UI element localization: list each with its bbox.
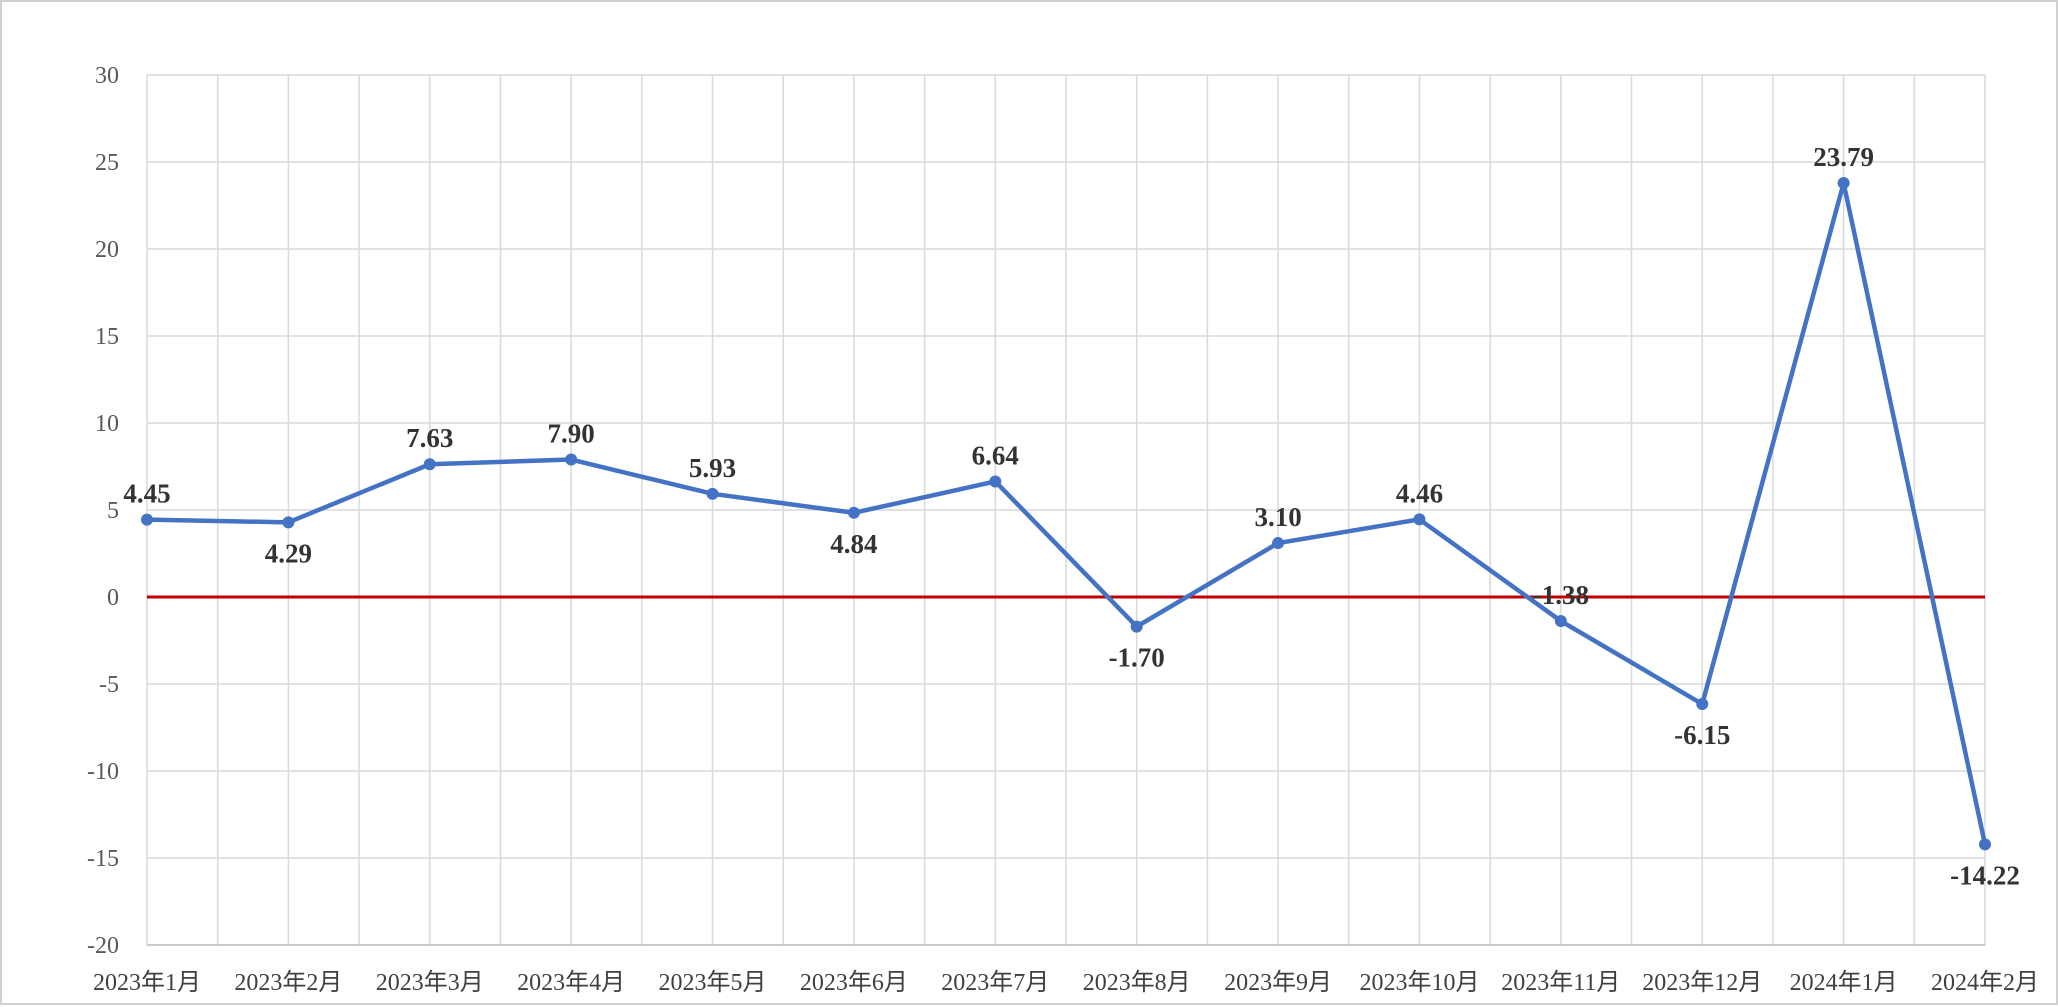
- data-label: 7.90: [548, 419, 595, 449]
- y-tick-label: 15: [95, 324, 119, 350]
- data-point: [847, 506, 860, 519]
- grid: [146, 74, 1986, 946]
- series-line: [146, 180, 1988, 845]
- x-tick-label: 2023年11月: [1501, 969, 1620, 996]
- data-label: 4.46: [1396, 478, 1443, 508]
- x-tick-label: 2023年3月: [376, 969, 484, 996]
- data-label: 5.93: [689, 453, 736, 483]
- data-label: 4.45: [123, 479, 170, 509]
- y-tick-label: -15: [87, 846, 119, 872]
- data-label: 7.63: [406, 423, 453, 453]
- y-tick-label: -10: [87, 759, 119, 785]
- x-tick-label: 2023年4月: [517, 969, 625, 996]
- data-point: [141, 513, 153, 526]
- data-point: [1696, 698, 1709, 711]
- data-labels: 4.45 4.29 7.63 7.90 5.93 4.84 6.64 -1.70 3.10 4.4…: [123, 142, 2020, 890]
- data-label: 4.29: [265, 538, 312, 568]
- y-tick-labels: -20 -15 -10 -5 0 5 10 15 20 25 30: [87, 63, 119, 959]
- data-point: [1837, 177, 1850, 190]
- data-point: [1413, 513, 1426, 526]
- data-label: 23.79: [1813, 142, 1874, 172]
- series-layer: [141, 177, 1991, 851]
- y-tick-label: 5: [107, 498, 119, 524]
- data-label: 4.84: [830, 529, 877, 559]
- y-tick-label: -5: [99, 672, 119, 698]
- data-label: -14.22: [1950, 860, 2020, 890]
- data-point: [1130, 620, 1143, 633]
- x-tick-label: 2023年8月: [1083, 969, 1191, 996]
- x-tick-label: 2023年1月: [93, 969, 201, 996]
- x-tick-label: 2023年10月: [1359, 969, 1479, 996]
- data-label: 6.64: [972, 440, 1019, 470]
- y-tick-label: 30: [95, 63, 119, 89]
- data-point: [1272, 537, 1285, 550]
- y-tick-label: -20: [87, 933, 119, 959]
- x-tick-label: 2023年6月: [800, 969, 908, 996]
- y-tick-label: 10: [95, 411, 119, 437]
- x-tick-labels: 2023年1月 2023年2月 2023年3月 2023年4月 2023年5月 2023年…: [93, 969, 2039, 996]
- y-tick-label: 0: [107, 585, 119, 611]
- data-label: -6.15: [1674, 720, 1730, 750]
- x-tick-label: 2023年7月: [941, 969, 1049, 996]
- data-point: [1979, 838, 1991, 851]
- x-tick-label: 2024年1月: [1790, 969, 1898, 996]
- data-label: -1.70: [1109, 643, 1165, 673]
- data-point: [282, 516, 295, 529]
- data-point: [1554, 615, 1567, 628]
- data-label: 3.10: [1254, 502, 1301, 532]
- y-tick-label: 25: [95, 150, 119, 176]
- x-tick-label: 2023年2月: [234, 969, 342, 996]
- x-tick-label: 2023年9月: [1224, 969, 1332, 996]
- data-point: [989, 475, 1002, 488]
- x-tick-label: 2023年12月: [1642, 969, 1762, 996]
- data-point: [565, 453, 578, 466]
- x-tick-label: 2023年5月: [659, 969, 767, 996]
- data-point: [706, 487, 719, 500]
- data-label: -1.38: [1533, 580, 1589, 610]
- x-tick-label: 2024年2月: [1931, 969, 2039, 996]
- data-point: [423, 458, 436, 471]
- y-tick-label: 20: [95, 237, 119, 263]
